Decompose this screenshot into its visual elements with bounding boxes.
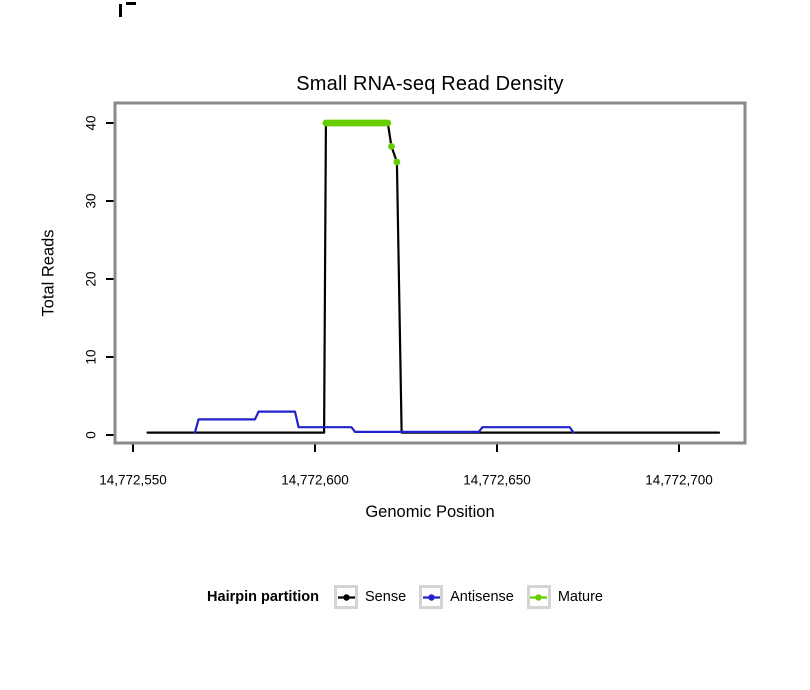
crop-artifact-mark	[119, 4, 122, 17]
panel-border	[113, 101, 747, 445]
legend-key-antisense	[419, 585, 444, 609]
y-axis-title: Total Reads	[39, 229, 58, 317]
chart-title: Small RNA-seq Read Density	[296, 73, 564, 95]
x-tick-label: 14,772,700	[645, 472, 713, 488]
legend-entry-sense: Sense	[334, 585, 406, 609]
crop-artifact-mark	[126, 2, 136, 5]
x-tick-label: 14,772,650	[463, 472, 531, 488]
legend-label-mature: Mature	[557, 589, 603, 605]
series-sense-line	[146, 121, 721, 434]
y-tick-label: 10	[83, 349, 99, 365]
legend-key-sense	[334, 585, 359, 609]
mature-point-symbol	[530, 593, 548, 601]
series-mature-point	[384, 119, 392, 127]
legend-entry-mature: Mature	[526, 585, 603, 609]
x-tick-label: 14,772,600	[281, 472, 349, 488]
legend: Hairpin partition Sense Antisense	[0, 583, 810, 611]
legend-label-sense: Sense	[365, 589, 407, 605]
sense-line-symbol	[337, 593, 355, 601]
y-tick-label: 20	[83, 271, 99, 287]
antisense-line-symbol	[422, 593, 440, 601]
series-mature-point	[388, 143, 395, 150]
series-mature-point	[393, 158, 401, 166]
x-axis-title: Genomic Position	[365, 503, 495, 521]
legend-title: Hairpin partition	[207, 589, 320, 605]
y-tick-label: 30	[83, 193, 99, 209]
series-antisense-line	[193, 410, 575, 434]
legend-entry-antisense: Antisense	[419, 585, 514, 609]
y-tick-label: 40	[83, 115, 99, 131]
y-tick-label: 0	[83, 431, 99, 439]
legend-key-mature	[526, 585, 551, 609]
x-tick-label: 14,772,550	[99, 472, 167, 488]
panel-background	[115, 103, 745, 443]
legend-label-antisense: Antisense	[450, 589, 514, 605]
